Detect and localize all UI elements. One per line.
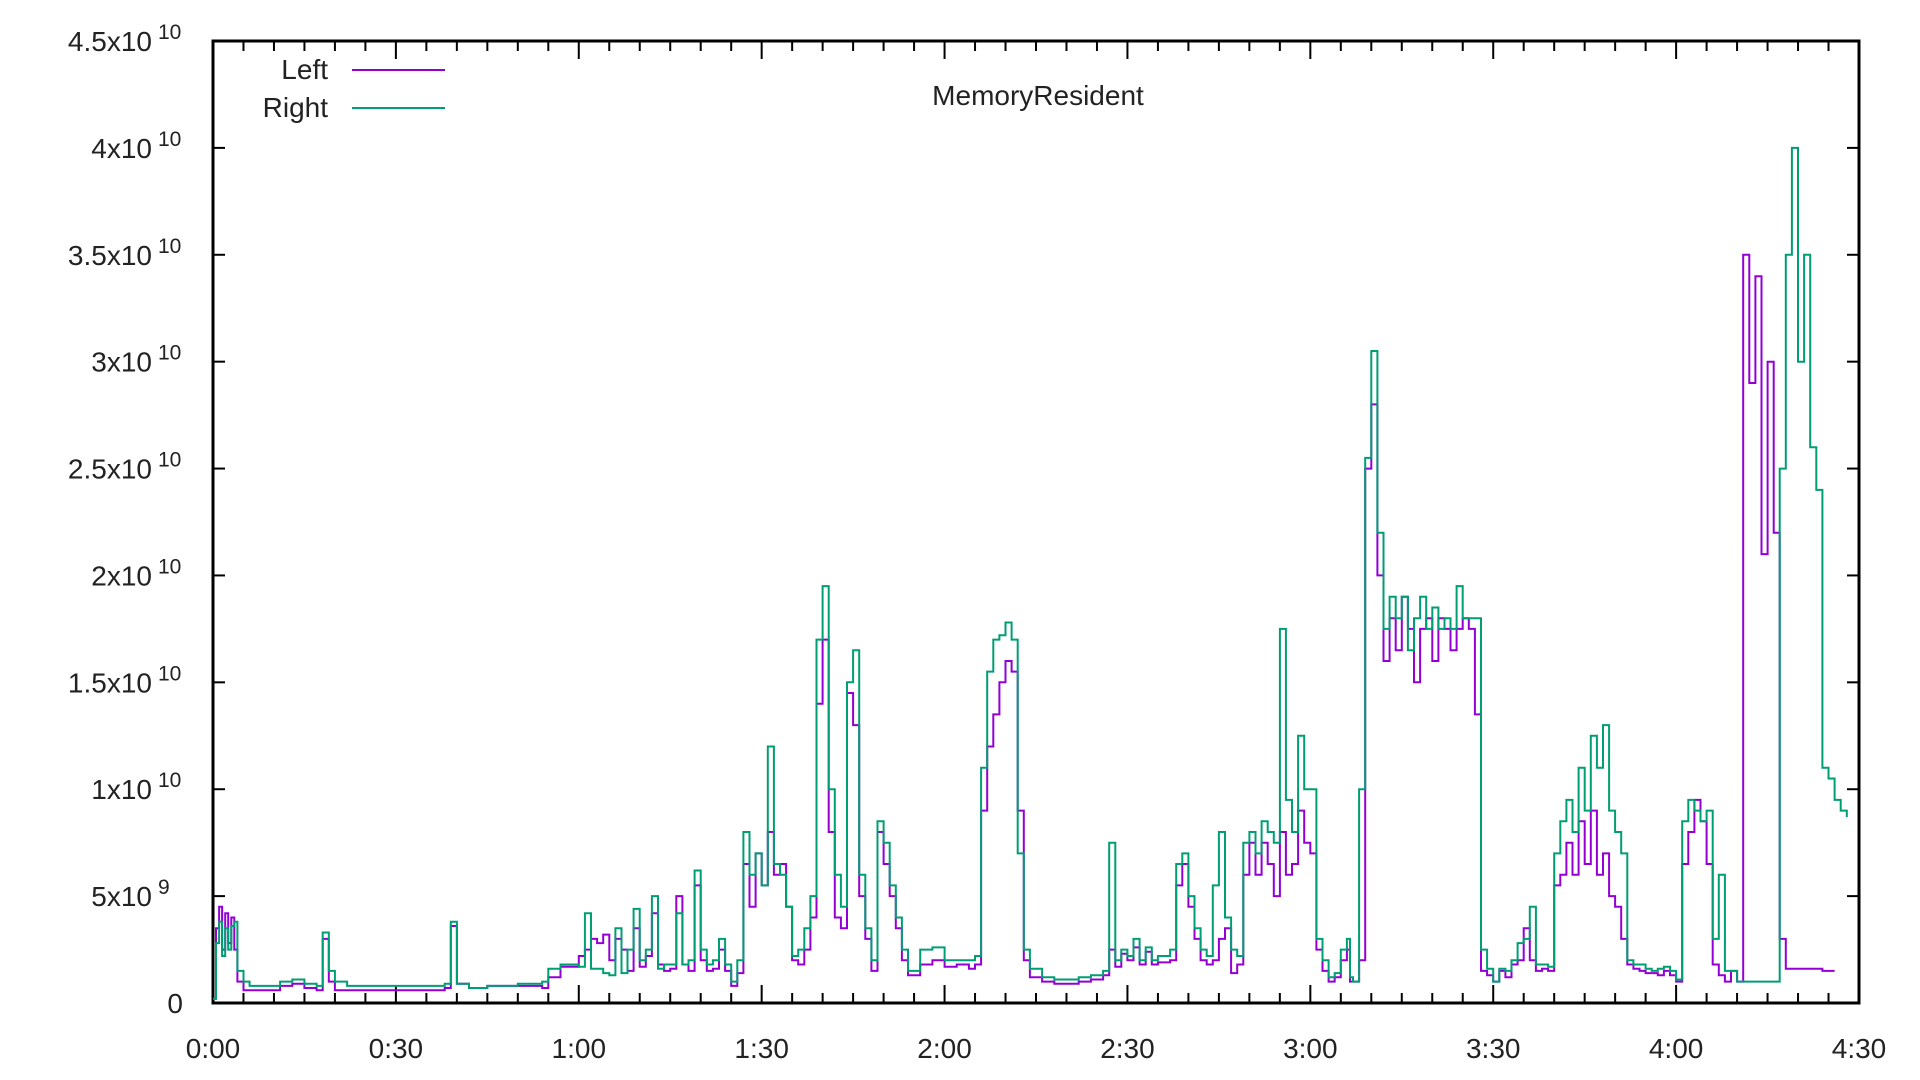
y-axis-labels: 0 5x10 9 1x10 10 1.5x10 10 2x10 10 2.5x10 10 3x10 10… bbox=[68, 21, 183, 1019]
y-tick-label: 1.5x10 bbox=[68, 667, 152, 698]
y-tick-label: 3x10 bbox=[91, 347, 152, 378]
y-tick-exponent: 10 bbox=[158, 128, 181, 151]
x-tick-label: 1:30 bbox=[734, 1033, 789, 1064]
x-axis-ticks bbox=[212, 41, 1860, 1003]
x-tick-label: 0:00 bbox=[186, 1033, 241, 1064]
x-tick-label: 2:30 bbox=[1100, 1033, 1155, 1064]
y-tick-exponent: 9 bbox=[158, 876, 170, 899]
y-tick-label: 4x10 bbox=[91, 133, 152, 164]
y-tick-label: 3.5x10 bbox=[68, 240, 152, 271]
y-tick-exponent: 10 bbox=[158, 235, 181, 258]
series-line-right bbox=[213, 146, 1848, 1000]
legend-label-right: Right bbox=[263, 92, 329, 123]
series-layer bbox=[213, 146, 1848, 1000]
y-tick-label: 2x10 bbox=[91, 560, 152, 591]
y-axis-ticks bbox=[213, 40, 1859, 1004]
y-tick-label: 1x10 bbox=[91, 774, 152, 805]
x-tick-label: 1:00 bbox=[552, 1033, 607, 1064]
legend: Left Right bbox=[263, 54, 445, 123]
y-tick-label: 5x10 bbox=[91, 881, 152, 912]
y-tick-exponent: 10 bbox=[158, 555, 181, 578]
y-tick-label: 0 bbox=[167, 988, 183, 1019]
y-tick-exponent: 10 bbox=[158, 342, 181, 365]
chart-title: MemoryResident bbox=[932, 80, 1144, 111]
y-tick-exponent: 10 bbox=[158, 21, 181, 44]
legend-label-left: Left bbox=[281, 54, 328, 85]
x-tick-label: 4:00 bbox=[1649, 1033, 1704, 1064]
x-tick-label: 0:30 bbox=[369, 1033, 424, 1064]
x-tick-label: 3:00 bbox=[1283, 1033, 1338, 1064]
y-tick-label: 2.5x10 bbox=[68, 454, 152, 485]
y-tick-exponent: 10 bbox=[158, 449, 181, 472]
plot-frame bbox=[211, 39, 1861, 1005]
y-tick-exponent: 10 bbox=[158, 662, 181, 685]
x-tick-label: 2:00 bbox=[917, 1033, 972, 1064]
x-tick-label: 4:30 bbox=[1832, 1033, 1887, 1064]
y-tick-label: 4.5x10 bbox=[68, 26, 152, 57]
y-tick-exponent: 10 bbox=[158, 769, 181, 792]
x-tick-label: 3:30 bbox=[1466, 1033, 1521, 1064]
x-axis-labels: 0:00 0:30 1:00 1:30 2:00 2:30 3:00 3:30 4:00 4:30 bbox=[186, 1033, 1887, 1064]
